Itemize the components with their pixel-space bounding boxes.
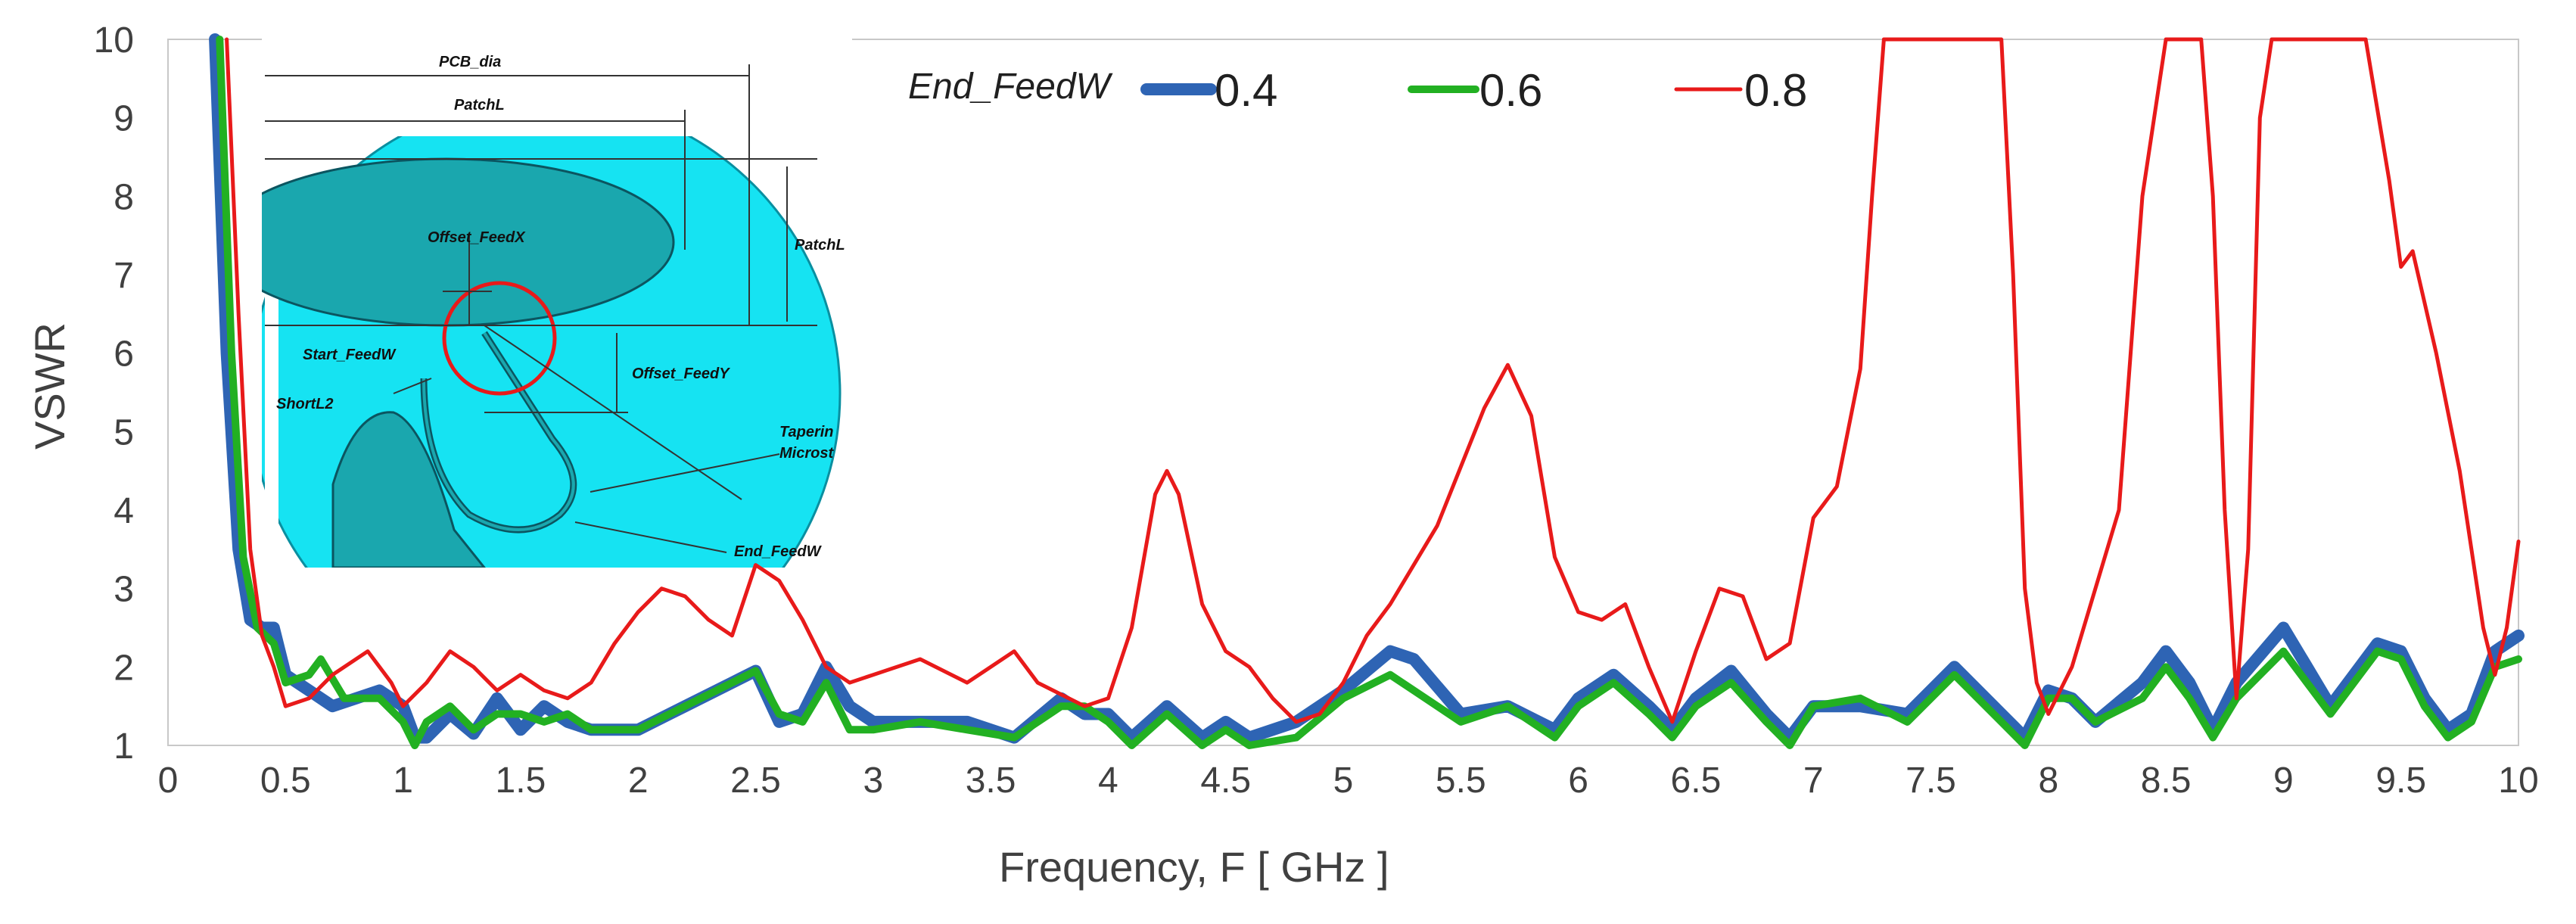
x-tick-label: 8	[2038, 761, 2058, 801]
inset-label-offset-feedy: Offset_FeedY	[632, 366, 730, 382]
x-tick-label: 1.5	[496, 761, 546, 801]
x-tick-label: 4.5	[1200, 761, 1251, 801]
inset-label-tapering: Taperin	[779, 424, 834, 440]
tapered-microstrip-feed-inner	[422, 331, 575, 531]
inset-label-start-feedw: Start_FeedW	[303, 347, 397, 363]
series-line-0-6	[216, 36, 2522, 749]
x-tick-label: 8.5	[2141, 761, 2192, 801]
x-tick-label: 5.5	[1436, 761, 1486, 801]
x-axis-ticks: 0 0.5 1 1.5 2 2.5 3 3.5 4 4.5 5 5.5 6 6.5 7 7.5 8 8.5 9 9.5…	[158, 761, 2539, 801]
inset-label-shortl2: ShortL2	[276, 396, 334, 412]
y-tick-label: 10	[94, 20, 134, 61]
y-tick-label: 9	[114, 99, 134, 139]
series-line-0-8	[225, 37, 2521, 724]
y-axis-ticks: 1 2 3 4 5 6 7 8 9 10	[94, 20, 134, 767]
x-tick-label: 4	[1098, 761, 1118, 801]
y-tick-label: 2	[114, 648, 134, 688]
antenna-geometry-inset: PCB_dia PatchL PatchL Offset_FeedX Start…	[262, 38, 852, 568]
y-tick-label: 5	[114, 412, 134, 453]
x-axis-title: Frequency, F [ GHz ]	[999, 843, 1389, 891]
inset-label-microstrip: Microst	[779, 445, 834, 462]
inset-label-pcb-dia: PCB_dia	[439, 54, 501, 70]
x-tick-label: 7	[1803, 761, 1824, 801]
inset-label-patchl-vertical: PatchL	[795, 237, 845, 254]
x-tick-label: 0	[158, 761, 179, 801]
legend-label-0-8: 0.8	[1744, 65, 1807, 116]
x-tick-label: 2	[628, 761, 649, 801]
y-tick-label: 4	[114, 491, 134, 531]
inset-label-patchl: PatchL	[454, 97, 505, 114]
y-tick-label: 1	[114, 726, 134, 767]
x-tick-label: 3	[863, 761, 883, 801]
series-line-0-4	[209, 33, 2525, 744]
legend-label-0-6: 0.6	[1479, 65, 1542, 116]
x-tick-label: 1	[393, 761, 413, 801]
ground-short	[331, 411, 486, 568]
x-tick-label: 9.5	[2375, 761, 2426, 801]
x-tick-label: 7.5	[1906, 761, 1956, 801]
x-tick-label: 10	[2498, 761, 2538, 801]
inset-label-offset-feedx: Offset_FeedX	[428, 229, 526, 246]
feed-highlight-circle	[442, 281, 557, 396]
x-tick-label: 6	[1568, 761, 1588, 801]
x-tick-label: 6.5	[1671, 761, 1722, 801]
y-tick-label: 6	[114, 334, 134, 375]
dimension-lines	[265, 64, 817, 553]
legend-label-0-4: 0.4	[1215, 65, 1277, 116]
x-tick-label: 0.5	[260, 761, 311, 801]
x-tick-label: 3.5	[966, 761, 1016, 801]
inset-label-end-feedw: End_FeedW	[734, 543, 823, 560]
x-tick-label: 5	[1333, 761, 1354, 801]
y-tick-label: 8	[114, 177, 134, 217]
x-tick-label: 2.5	[730, 761, 781, 801]
y-axis-title: VSWR	[26, 322, 73, 450]
series-layer	[209, 33, 2525, 749]
legend: End_FeedW 0.4 0.6 0.8	[908, 65, 1807, 116]
plot-frame	[167, 39, 2519, 746]
x-tick-label: 9	[2273, 761, 2294, 801]
legend-title: End_FeedW	[908, 67, 1114, 107]
legend-items: 0.4 0.6 0.8	[1140, 65, 1807, 116]
y-tick-label: 3	[114, 570, 134, 610]
y-tick-label: 7	[114, 256, 134, 296]
